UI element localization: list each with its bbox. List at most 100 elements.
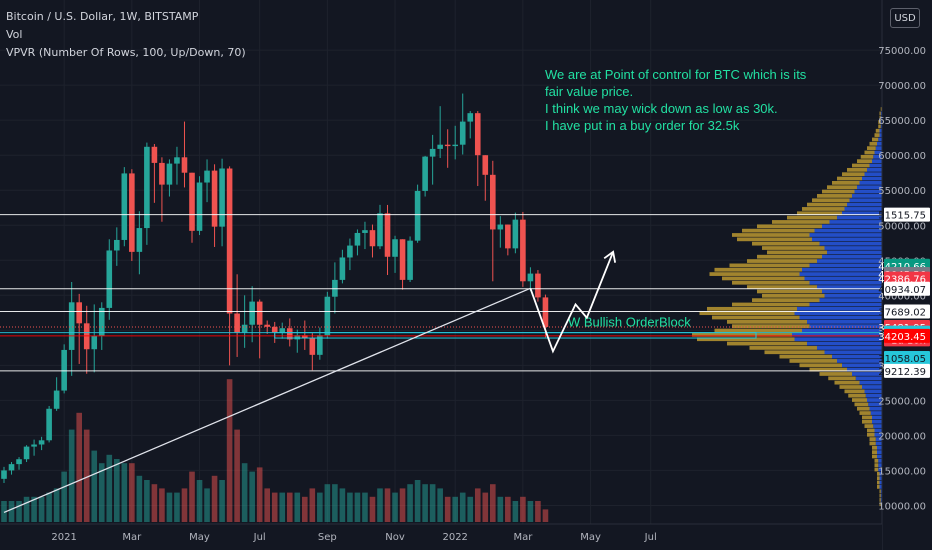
vp-up-row — [854, 189, 882, 194]
time-axis[interactable]: 2021 Mar May Jul Sep Nov 2022 Mar May Jul — [0, 523, 882, 550]
volume-bar — [144, 480, 150, 522]
vp-up-row — [862, 176, 882, 181]
volume-bar — [527, 501, 534, 522]
price-tick-label: 15000.00 — [878, 466, 926, 477]
candle-body — [144, 146, 150, 229]
price-tag-bg — [884, 304, 930, 319]
vpvr-indicator-label[interactable]: VPVR (Number Of Rows, 100, Up/Down, 70) — [6, 46, 246, 59]
time-tick-label: Nov — [385, 532, 405, 543]
volume-bar — [332, 484, 338, 522]
volume-bar — [505, 496, 511, 522]
candle-body — [46, 408, 52, 441]
volume-bar — [174, 492, 180, 522]
volume-bar — [437, 488, 443, 522]
time-axis-bg — [0, 524, 882, 550]
price-tick-label: 65000.00 — [878, 116, 926, 127]
vp-up-row — [880, 498, 882, 502]
volume-bar — [369, 496, 376, 522]
candle-body — [1, 470, 7, 479]
candle-body — [256, 301, 263, 325]
vp-down-row — [837, 176, 862, 181]
time-tick-label: May — [189, 532, 210, 543]
volume-bar — [23, 496, 30, 522]
candle-body — [369, 230, 376, 247]
price-tag-bg — [884, 328, 930, 343]
candle-body — [151, 146, 158, 163]
vp-up-row — [817, 346, 882, 350]
volume-bar — [399, 488, 406, 522]
vp-up-row — [809, 263, 882, 268]
vp-down-row — [732, 324, 810, 329]
volume-bar — [542, 509, 549, 522]
vp-up-row — [804, 276, 882, 281]
candle-body — [211, 170, 218, 227]
vp-up-row — [794, 337, 882, 342]
candle-body — [181, 157, 188, 173]
volume-bar — [302, 496, 308, 522]
candle-body — [31, 444, 37, 447]
vp-up-row — [880, 115, 882, 120]
vp-up-row — [877, 450, 882, 455]
vp-down-row — [878, 120, 881, 124]
vp-up-row — [880, 493, 882, 498]
vp-up-row — [822, 224, 882, 229]
vp-down-row — [878, 124, 881, 129]
price-axis[interactable]: 10000.0015000.0020000.0025000.0030000.00… — [878, 0, 932, 550]
vp-down-row — [752, 298, 820, 303]
currency-label[interactable]: USD — [890, 8, 920, 28]
candle-body — [286, 328, 293, 340]
vp-down-row — [864, 424, 874, 428]
volume-bar — [151, 484, 158, 522]
vp-up-row — [809, 233, 882, 237]
vp-down-row — [762, 293, 825, 298]
vp-down-row — [828, 376, 856, 381]
volume-bar — [339, 488, 346, 522]
vp-up-row — [832, 354, 882, 359]
volume-bar — [264, 488, 270, 522]
candle-body — [129, 173, 135, 252]
vp-up-row — [844, 207, 882, 211]
vp-down-row — [714, 267, 802, 272]
vp-up-row — [849, 198, 882, 203]
vol-indicator-label[interactable]: Vol — [6, 28, 23, 41]
drawings[interactable]: W Bullish OrderBlock — [3, 250, 757, 514]
volume-bar — [362, 492, 368, 522]
candle-body — [121, 173, 128, 240]
vp-up-row — [819, 298, 882, 303]
price-tick-label: 60000.00 — [878, 151, 926, 162]
vp-down-row — [872, 450, 877, 455]
price-tag-bg — [884, 350, 930, 365]
symbol-title[interactable]: Bitcoin / U.S. Dollar, 1W, BITSTAMP — [6, 10, 199, 23]
vp-up-row — [824, 350, 882, 355]
volume-bar — [234, 429, 240, 522]
annotation-line: I have put in a buy order for 32.5k — [545, 118, 740, 133]
annotation-line: fair value price. — [545, 84, 634, 99]
vp-up-row — [867, 398, 882, 402]
vp-up-row — [837, 215, 882, 220]
volume-bar — [392, 492, 398, 522]
vp-up-row — [814, 228, 882, 233]
volume-bar — [294, 492, 301, 522]
vp-up-row — [799, 315, 882, 320]
volume-bar — [422, 484, 428, 522]
candle-body — [264, 324, 270, 327]
trendline — [3, 287, 531, 514]
volume-bar — [76, 412, 82, 522]
vp-up-row — [879, 133, 882, 137]
vp-up-row — [855, 376, 882, 381]
volume-bar — [136, 475, 143, 522]
time-tick-label: Jul — [644, 532, 657, 543]
time-tick-label: Mar — [122, 532, 142, 543]
volume-bar — [324, 484, 331, 522]
vp-up-row — [874, 428, 882, 433]
candle-body — [249, 301, 255, 325]
vp-down-row — [844, 389, 865, 394]
candle-body — [527, 273, 534, 282]
candle-body — [407, 240, 413, 280]
vp-up-row — [878, 467, 882, 472]
volume-bar — [286, 492, 293, 522]
candle-body — [474, 113, 481, 156]
annotation-text[interactable]: We are at Point of control for BTC which… — [545, 66, 806, 134]
candle-body — [234, 313, 240, 333]
